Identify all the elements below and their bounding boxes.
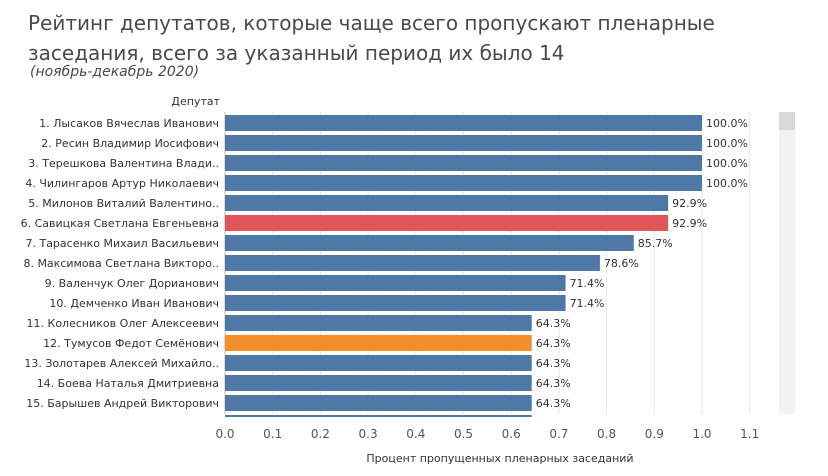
bar bbox=[225, 115, 702, 131]
data-label: 92.9% bbox=[672, 217, 707, 230]
data-label: 85.7% bbox=[638, 237, 673, 250]
y-tick-label: 12. Тумусов Федот Семёнович bbox=[43, 337, 219, 350]
data-label: 64.3% bbox=[536, 337, 571, 350]
data-label: 64.3% bbox=[536, 357, 571, 370]
y-tick-label: 10. Демченко Иван Иванович bbox=[49, 297, 219, 310]
x-tick-label: 0.4 bbox=[406, 427, 425, 441]
y-tick-label: 13. Золотарев Алексей Михайло.. bbox=[24, 357, 219, 370]
bar bbox=[225, 135, 702, 151]
x-tick-label: 0.3 bbox=[359, 427, 378, 441]
bar-partial bbox=[225, 415, 532, 417]
data-label: 100.0% bbox=[706, 177, 748, 190]
x-tick-label: 0.1 bbox=[263, 427, 282, 441]
x-tick-label: 0.6 bbox=[502, 427, 521, 441]
y-tick-label: 6. Савицкая Светлана Евгеньевна bbox=[21, 217, 219, 230]
y-tick-label: 3. Терешкова Валентина Влади.. bbox=[28, 157, 219, 170]
bar bbox=[225, 335, 532, 351]
y-tick-label: 7. Тарасенко Михаил Васильевич bbox=[25, 237, 219, 250]
data-label: 92.9% bbox=[672, 197, 707, 210]
scrollbar-thumb[interactable] bbox=[779, 112, 795, 130]
data-label: 71.4% bbox=[570, 277, 605, 290]
y-tick-label: 15. Барышев Андрей Викторович bbox=[26, 397, 219, 410]
y-tick-label: 14. Боева Наталья Дмитриевна bbox=[37, 377, 219, 390]
y-tick-label: 5. Милонов Виталий Валентино.. bbox=[28, 197, 219, 210]
bar bbox=[225, 155, 702, 171]
bar bbox=[225, 395, 532, 411]
bar bbox=[225, 275, 566, 291]
x-tick-label: 0.0 bbox=[215, 427, 234, 441]
data-label: 100.0% bbox=[706, 117, 748, 130]
y-axis-header: Депутат bbox=[171, 95, 220, 108]
data-label: 64.3% bbox=[536, 317, 571, 330]
y-tick-label: 1. Лысаков Вячеслав Иванович bbox=[39, 117, 219, 130]
bar bbox=[225, 255, 600, 271]
y-tick-label: 8. Максимова Светлана Викторо.. bbox=[23, 257, 219, 270]
y-tick-label: 11. Колесников Олег Алексеевич bbox=[27, 317, 219, 330]
x-axis-label: Процент пропущенных пленарных заседаний bbox=[366, 452, 634, 465]
chart-subtitle: (ноябрь-декабрь 2020) bbox=[30, 64, 200, 80]
x-tick-label: 0.5 bbox=[454, 427, 473, 441]
y-tick-label: 4. Чилингаров Артур Николаевич bbox=[25, 177, 219, 190]
x-tick-label: 0.8 bbox=[597, 427, 616, 441]
bar bbox=[225, 315, 532, 331]
y-tick-label: 2. Ресин Владимир Иосифович bbox=[41, 137, 219, 150]
x-tick-label: 0.9 bbox=[645, 427, 664, 441]
y-tick-label: 9. Валенчук Олег Дорианович bbox=[45, 277, 219, 290]
data-label: 64.3% bbox=[536, 397, 571, 410]
bar bbox=[225, 175, 702, 191]
x-tick-label: 0.7 bbox=[549, 427, 568, 441]
bar bbox=[225, 235, 634, 251]
x-tick-label: 1.0 bbox=[692, 427, 711, 441]
bar bbox=[225, 295, 566, 311]
x-tick-label: 1.1 bbox=[740, 427, 759, 441]
chart-title: Рейтинг депутатов, которые чаще всего пр… bbox=[28, 11, 715, 65]
x-tick-label: 0.2 bbox=[311, 427, 330, 441]
data-label: 78.6% bbox=[604, 257, 639, 270]
bar bbox=[225, 375, 532, 391]
data-label: 64.3% bbox=[536, 377, 571, 390]
data-label: 100.0% bbox=[706, 137, 748, 150]
bar bbox=[225, 355, 532, 371]
bar bbox=[225, 215, 669, 231]
data-label: 71.4% bbox=[570, 297, 605, 310]
vertical-scrollbar[interactable] bbox=[779, 112, 795, 414]
data-label: 100.0% bbox=[706, 157, 748, 170]
bar bbox=[225, 195, 669, 211]
